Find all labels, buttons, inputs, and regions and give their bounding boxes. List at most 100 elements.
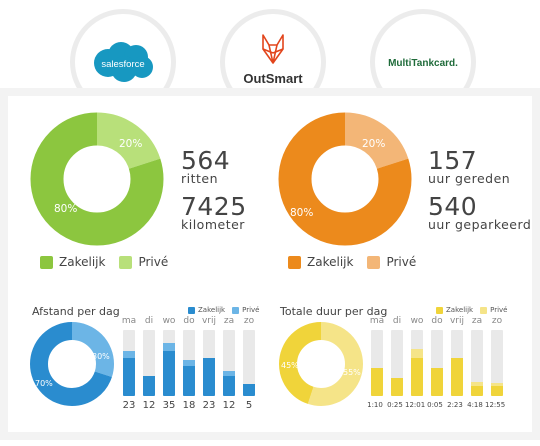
distance-per-day-title: Afstand per dag <box>32 305 120 318</box>
bar-business <box>243 384 255 396</box>
bar-value-label: 4:18 <box>467 401 483 409</box>
day-label: do <box>431 316 443 326</box>
bar-business <box>223 376 235 396</box>
bar-value-label: 5 <box>245 400 253 411</box>
legend-business-swatch <box>188 306 195 314</box>
distance-bar-chart <box>123 330 263 396</box>
distance-mini-legend: Zakelijk Privé <box>188 306 266 314</box>
kilometer-label: kilometer <box>181 217 245 232</box>
bar-value-label: 35 <box>162 400 176 411</box>
legend-private-swatch <box>480 306 488 314</box>
svg-text:OutSmart: OutSmart <box>243 71 303 86</box>
distance-day-labels: ma di wo do vrij za zo <box>122 316 259 326</box>
donut-pct-small: 20% <box>119 138 142 150</box>
bar-private <box>183 359 195 367</box>
bar-business <box>391 377 403 396</box>
bar-track <box>123 330 135 396</box>
day-label: di <box>144 316 154 326</box>
bar-value-label: 23 <box>122 400 136 411</box>
legend-business-swatch <box>288 255 301 269</box>
day-label: ma <box>121 316 137 326</box>
trips-legend: Zakelijk Privé <box>40 255 182 269</box>
bar-business <box>203 357 215 396</box>
bar-value-label: 18 <box>182 400 196 411</box>
bar-business <box>143 376 155 396</box>
bar-track <box>471 330 483 396</box>
donut-pct-small: 20% <box>362 138 385 150</box>
salesforce-cloud-icon: salesforce <box>94 42 153 82</box>
bar-private <box>163 343 175 352</box>
trips-label: ritten <box>181 171 219 186</box>
bar-track <box>183 330 195 396</box>
day-label: di <box>392 316 402 326</box>
distance-donut-chart: 70% 30% <box>30 322 114 406</box>
bar-business <box>431 368 443 396</box>
day-label: vrij <box>449 316 465 326</box>
bar-private <box>471 381 483 387</box>
bar-value-label: 2:23 <box>447 401 463 409</box>
bar-track <box>143 330 155 396</box>
bar-private <box>123 351 135 358</box>
donut-pct-large: 70% <box>35 379 53 388</box>
bar-track <box>163 330 175 396</box>
bar-track <box>491 330 503 396</box>
donut-segment-business <box>278 112 412 246</box>
donut-segment-business <box>279 322 363 406</box>
day-label: zo <box>491 316 503 326</box>
bar-private <box>491 382 503 387</box>
bar-track <box>411 330 423 396</box>
donut-pct-small: 30% <box>92 352 110 361</box>
day-label: do <box>183 316 195 326</box>
bar-track <box>451 330 463 396</box>
donut-pct-large: 45% <box>281 361 299 370</box>
trips-donut-chart: 80% 20% <box>30 112 164 246</box>
donut-pct-large: 80% <box>54 203 77 215</box>
svg-text:MultiTankcard.: MultiTankcard. <box>388 58 458 69</box>
bar-value-label: 0:25 <box>387 401 403 409</box>
multitankcard-wordmark: MultiTankcard. <box>388 58 458 69</box>
legend-private-swatch <box>119 255 133 269</box>
day-label: za <box>471 316 483 326</box>
day-label: zo <box>243 316 255 326</box>
legend-private-swatch <box>232 306 240 314</box>
day-label: wo <box>410 316 424 326</box>
svg-text:salesforce: salesforce <box>101 59 144 70</box>
bar-private <box>223 370 235 377</box>
duration-donut-chart: 45% 55% <box>279 322 363 406</box>
legend-business-label: Zakelijk <box>59 255 106 269</box>
bar-value-label: 1:10 <box>367 401 383 409</box>
bar-track <box>203 330 215 396</box>
legend-business-label: Zakelijk <box>307 255 354 269</box>
duration-mini-legend: Zakelijk Privé <box>436 306 514 314</box>
day-label: vrij <box>201 316 217 326</box>
bar-track <box>431 330 443 396</box>
legend-business-label: Zakelijk <box>198 306 226 314</box>
bar-business <box>123 357 135 396</box>
trips-count: 564 <box>181 146 231 175</box>
legend-private-label: Privé <box>490 306 508 314</box>
bar-business <box>371 368 383 396</box>
bar-business <box>183 366 195 396</box>
hours-parked-label: uur geparkeerd <box>428 217 532 232</box>
duration-bar-chart <box>371 330 511 396</box>
legend-private-label: Privé <box>242 306 260 314</box>
donut-segment-business <box>30 322 114 406</box>
bar-value-label: 12:01 <box>405 401 426 409</box>
bar-value-label: 12 <box>142 400 156 411</box>
bar-value-label: 12 <box>222 400 236 411</box>
outsmart-fox-icon: OutSmart <box>243 34 303 86</box>
donut-pct-large: 80% <box>290 207 313 219</box>
legend-business-swatch <box>40 255 53 269</box>
hours-parked-count: 540 <box>428 192 478 221</box>
bar-value-label: 23 <box>202 400 216 411</box>
bar-track <box>243 330 255 396</box>
duration-per-day-title: Totale duur per dag <box>280 305 388 318</box>
distance-value-labels: 23 12 35 18 23 12 5 <box>123 400 259 411</box>
legend-private-swatch <box>367 255 381 269</box>
legend-business-swatch <box>436 306 443 314</box>
kilometer-count: 7425 <box>181 192 247 221</box>
bar-business <box>451 357 463 396</box>
bar-value-label: 0:05 <box>427 401 443 409</box>
legend-private-label: Privé <box>138 255 169 269</box>
bar-business <box>491 386 503 396</box>
